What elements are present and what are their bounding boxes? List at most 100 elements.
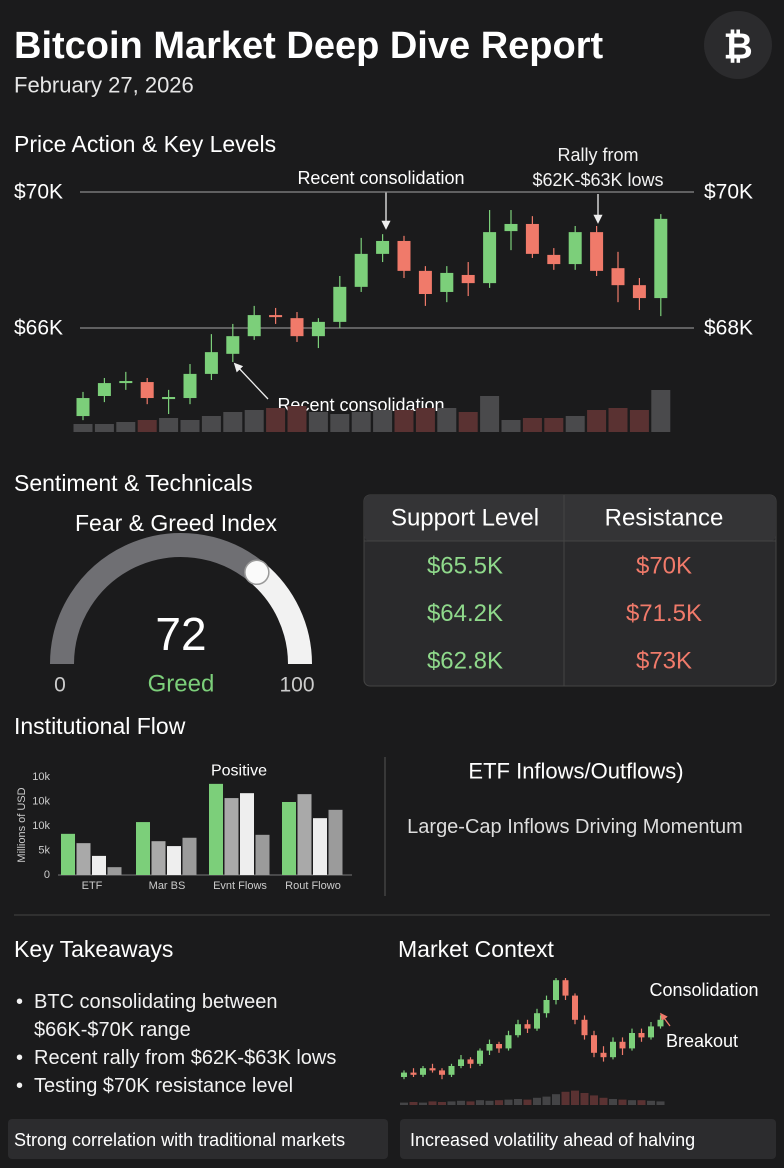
candle-body (397, 240, 411, 271)
volume-bar (565, 416, 585, 432)
volume-bar (94, 424, 114, 432)
volume-bar (409, 1102, 418, 1105)
candle-body (568, 232, 582, 265)
candle-body (410, 1072, 417, 1075)
volume-bar (351, 412, 371, 432)
section-title: Market Context (398, 936, 555, 962)
footer-box (8, 1119, 388, 1159)
candle-body (418, 270, 432, 294)
volume-bar (330, 414, 350, 432)
y2-tick-label: $68K (704, 317, 753, 340)
annotation: Rally from $62K-$63K lows (532, 145, 664, 190)
volume-bar (608, 408, 628, 432)
volume-bar (438, 1102, 446, 1105)
gauge-knob (244, 559, 270, 586)
volume-bar (514, 1099, 522, 1105)
volume-bar (437, 408, 457, 432)
candle-body (629, 1033, 635, 1049)
takeaway: BTC consolidating between $66K-$70K rang… (14, 988, 354, 1044)
candle-body (619, 1041, 626, 1049)
volume-bar (504, 1099, 513, 1105)
volume-bar (400, 1102, 408, 1105)
volume-bar (647, 1100, 655, 1105)
candle-body (486, 1044, 493, 1051)
panel-text: Large-Cap Inflows Driving Momentum (407, 816, 743, 838)
candle-body (543, 1000, 550, 1014)
candle-body (311, 321, 325, 337)
annotation: Consolidation (649, 980, 758, 1000)
bar (209, 783, 223, 875)
volume-bar (609, 1099, 617, 1105)
x-tick-label: Evnt Flows (213, 880, 267, 892)
candle-body (204, 352, 218, 374)
bar (313, 818, 327, 875)
volume-bar (580, 1093, 589, 1105)
bar (61, 833, 75, 875)
bar (224, 798, 239, 875)
candle-body (269, 315, 283, 318)
panel-title: ETF Inflows/Outflows) (468, 759, 683, 784)
candle-body (477, 1050, 483, 1064)
candle-body (376, 240, 390, 254)
candle-body (525, 223, 539, 254)
bar (255, 834, 270, 875)
volume-bar (447, 1101, 456, 1105)
candle-body (458, 1059, 464, 1066)
volume-bar (458, 412, 478, 432)
candle-body (162, 397, 176, 400)
bar (328, 809, 343, 875)
volume-bar (287, 406, 307, 432)
bar (107, 867, 122, 875)
y-tick-label: 10k (32, 820, 50, 832)
volume-bar (244, 410, 264, 432)
volume-bar (116, 422, 136, 432)
table-cell: $70K (636, 553, 692, 580)
candle-body (562, 980, 569, 996)
candle-body (553, 980, 559, 1000)
candle-body (183, 373, 197, 399)
candle-body (76, 398, 90, 417)
volume-bar (523, 1099, 532, 1105)
candle-body (505, 1035, 512, 1049)
candle-body (483, 232, 497, 284)
candle-body (657, 1019, 664, 1027)
candle-body (226, 336, 240, 354)
bar (151, 841, 166, 875)
annotation-arrow (233, 362, 269, 400)
table-cell: $65.5K (427, 553, 503, 580)
gauge-max: 100 (279, 674, 314, 697)
table-header: Resistance (605, 505, 724, 532)
gauge-fill (50, 533, 265, 665)
bar (92, 855, 106, 875)
candle-body (439, 1070, 445, 1075)
volume-bar (266, 408, 286, 432)
footer-box (400, 1119, 776, 1159)
volume-bar (180, 420, 200, 432)
section-title: Price Action & Key Levels (14, 131, 276, 157)
volume-bar (544, 418, 564, 432)
volume-bar (571, 1090, 579, 1105)
candle-body (461, 274, 475, 284)
candle-body (610, 1041, 616, 1058)
candle-body (591, 1035, 597, 1053)
candle-body (140, 382, 154, 399)
volume-bar (651, 390, 671, 432)
candle-body (638, 1033, 645, 1038)
section-title: Institutional Flow (14, 713, 186, 739)
candle-body (534, 1013, 540, 1029)
volume-bar (466, 1101, 475, 1105)
bar (297, 794, 312, 875)
candle-body (496, 1044, 502, 1049)
bitcoin-icon: ₿ (723, 26, 752, 67)
x-tick-label: Mar BS (149, 880, 186, 892)
gauge-track (248, 563, 312, 665)
bar (76, 843, 91, 875)
volume-bar (223, 412, 243, 432)
volume-bar (590, 1095, 598, 1105)
volume-bar (587, 410, 607, 432)
y-tick-label: $66K (14, 317, 63, 340)
section-title: Key Takeaways (14, 936, 173, 962)
y-tick-label: $70K (14, 181, 63, 204)
volume-bar (480, 396, 500, 432)
